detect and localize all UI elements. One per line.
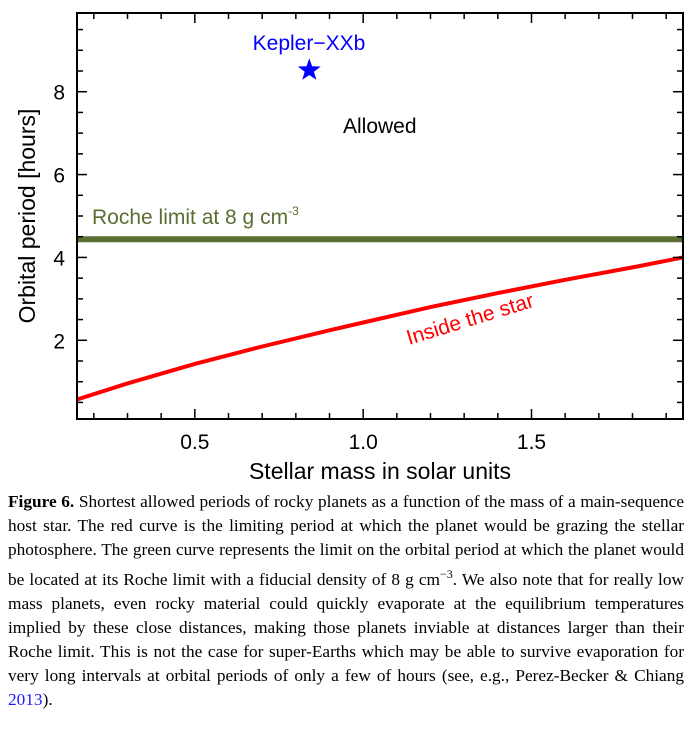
citation-link[interactable]: 2013 xyxy=(8,689,43,709)
x-axis-title: Stellar mass in solar units xyxy=(249,458,511,484)
roche-label-text: Roche limit at 8 g cm xyxy=(92,206,288,229)
x-tick-label: 0.5 xyxy=(180,431,209,454)
caption-text-2: . We also note that for really low mass … xyxy=(8,569,684,685)
y-tick-label: 4 xyxy=(53,247,65,270)
caption-exp: −3 xyxy=(439,567,453,581)
y-tick-label: 6 xyxy=(53,165,65,188)
x-tick-label: 1.5 xyxy=(517,431,546,454)
y-axis-title: Orbital period [hours] xyxy=(14,109,40,324)
figure-caption: Figure 6. Shortest allowed periods of ro… xyxy=(8,490,684,712)
allowed-label: Allowed xyxy=(343,115,417,138)
chart: 0.5 1.0 1.5 2 4 6 8 Stellar mass in solar unit… xyxy=(14,12,684,484)
caption-text-1: Shortest allowed periods of rocky planet… xyxy=(8,492,684,589)
planet-star-marker xyxy=(297,58,321,80)
x-tick-label: 1.0 xyxy=(349,431,378,454)
caption-label: Figure 6. xyxy=(8,492,75,511)
roche-label: Roche limit at 8 g cm-3 xyxy=(92,204,299,229)
planet-label: Kepler−XXb xyxy=(253,32,366,55)
caption-text-3: ). xyxy=(42,689,53,709)
y-tick-label: 8 xyxy=(53,82,65,105)
inside-star-curve xyxy=(76,255,684,402)
roche-label-exp: -3 xyxy=(288,204,299,218)
y-tick-label: 2 xyxy=(53,330,65,353)
